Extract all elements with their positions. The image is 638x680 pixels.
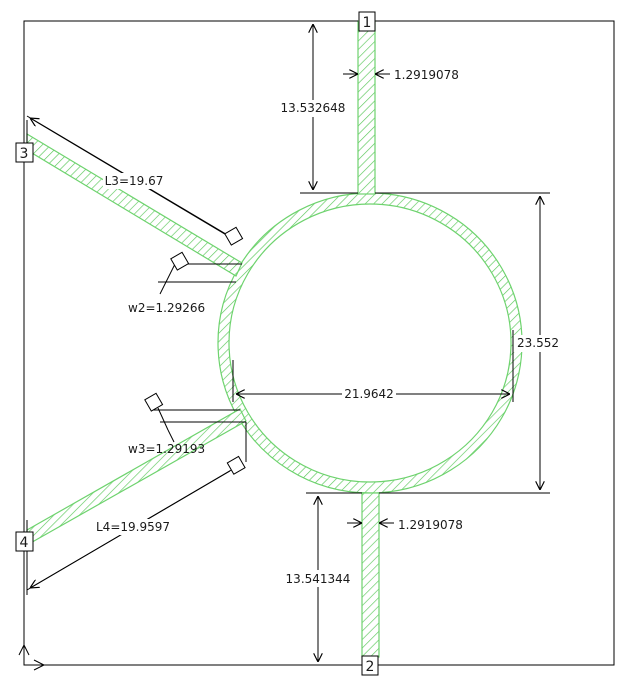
port-2-label: 2: [366, 659, 375, 675]
l3-label: L3=19.67: [105, 174, 164, 188]
edit-handle-icon[interactable]: [144, 392, 164, 412]
l3-dimension: L3=19.67: [26, 115, 244, 246]
port-3-label: 3: [20, 146, 29, 162]
port-3[interactable]: 3: [15, 142, 34, 163]
bottom-stub-width-dimension: 1.2919078: [347, 518, 463, 532]
w3-dimension: w3=1.29193: [128, 392, 247, 462]
ring-width-label: 21.9642: [344, 387, 394, 401]
bottom-stub-width-label: 1.2919078: [398, 518, 463, 532]
l4-dimension: L4=19.9597: [26, 455, 246, 591]
ring-height-label: 23.552: [517, 336, 559, 350]
edit-handle-icon[interactable]: [224, 226, 244, 246]
ring-trace[interactable]: [217, 192, 523, 494]
port-4[interactable]: 4: [15, 531, 34, 552]
ring-height-dimension: 23.552: [375, 192, 563, 494]
port-1-label: 1: [363, 15, 372, 31]
top-stub-trace[interactable]: [357, 20, 376, 195]
l4-label: L4=19.9597: [96, 520, 170, 534]
edit-handle-icon[interactable]: [170, 251, 190, 271]
w2-dimension: w2=1.29266: [128, 251, 242, 315]
top-stub-length-label: 13.532648: [281, 101, 346, 115]
bottom-stub-length-label: 13.541344: [286, 572, 351, 586]
top-stub-width-label: 1.2919078: [394, 68, 459, 82]
bottom-stub-trace[interactable]: [361, 492, 380, 658]
ring-width-dimension: 21.9642: [232, 330, 514, 402]
edit-handle-icon[interactable]: [226, 455, 246, 475]
port-2[interactable]: 2: [361, 655, 379, 676]
w3-label: w3=1.29193: [128, 442, 205, 456]
top-stub-width-dimension: 1.2919078: [343, 68, 459, 82]
port-1[interactable]: 1: [358, 11, 376, 32]
w2-label: w2=1.29266: [128, 301, 205, 315]
origin-axis-icon: [18, 643, 46, 671]
bottom-stub-length-dimension: 13.541344: [277, 492, 362, 666]
port-4-label: 4: [20, 535, 29, 551]
upper-left-arm-trace[interactable]: [26, 132, 243, 277]
top-stub-length-dimension: 13.532648: [272, 20, 358, 194]
